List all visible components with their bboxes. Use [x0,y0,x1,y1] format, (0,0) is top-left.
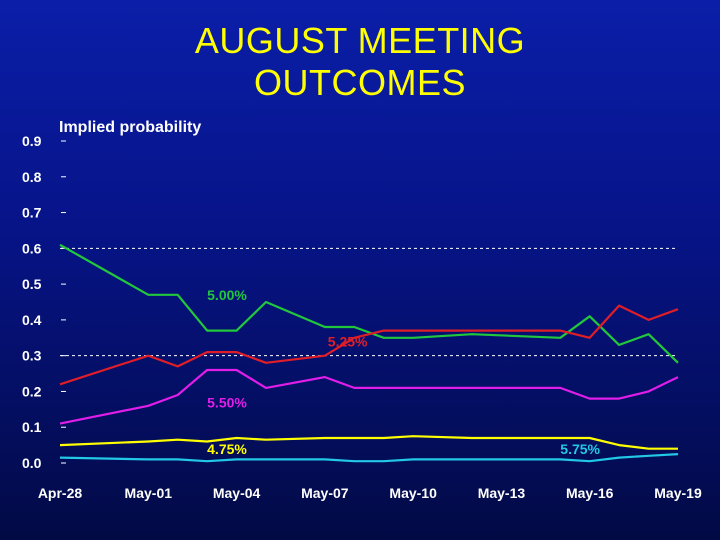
x-tick-label: May-01 [125,485,173,501]
series-label: 5.00% [207,287,247,303]
y-tick-label: 0.1 [22,419,42,435]
y-tick-label: 0.5 [22,276,42,292]
y-tick-label: 0.2 [22,383,42,399]
y-tick-label: 0.3 [22,348,42,364]
y-tick-label: 0.4 [22,312,42,328]
series-line-1 [59,243,679,364]
series-label: 5.50% [207,395,247,411]
chart-title: AUGUST MEETING OUTCOMES [0,20,720,104]
x-tick-label: May-19 [654,485,702,501]
x-tick-label: May-13 [478,485,526,501]
series-line-4 [59,435,678,450]
series-label: 5.75% [560,441,600,457]
x-tick-label: May-04 [213,485,261,501]
y-tick-label: 0.8 [22,169,42,185]
series-label: 5.25% [328,334,368,350]
title-line-1: AUGUST MEETING [194,20,526,61]
series-label: 4.75% [207,441,247,457]
x-tick-label: May-16 [566,485,614,501]
y-axis-label: Implied probability [59,119,201,136]
x-tick-label: Apr-28 [38,485,83,501]
x-tick-label: May-10 [389,485,437,501]
y-tick-label: 0.9 [22,133,42,149]
title-line-2: OUTCOMES [253,62,466,103]
y-tick-label: 0.7 [22,205,42,221]
series-line-2 [59,304,679,386]
series-line-3 [59,368,679,425]
y-tick-label: 0.6 [22,240,42,256]
series-line-5 [59,453,679,463]
x-tick-label: May-07 [301,485,349,501]
y-tick-label: 0.0 [22,455,42,471]
